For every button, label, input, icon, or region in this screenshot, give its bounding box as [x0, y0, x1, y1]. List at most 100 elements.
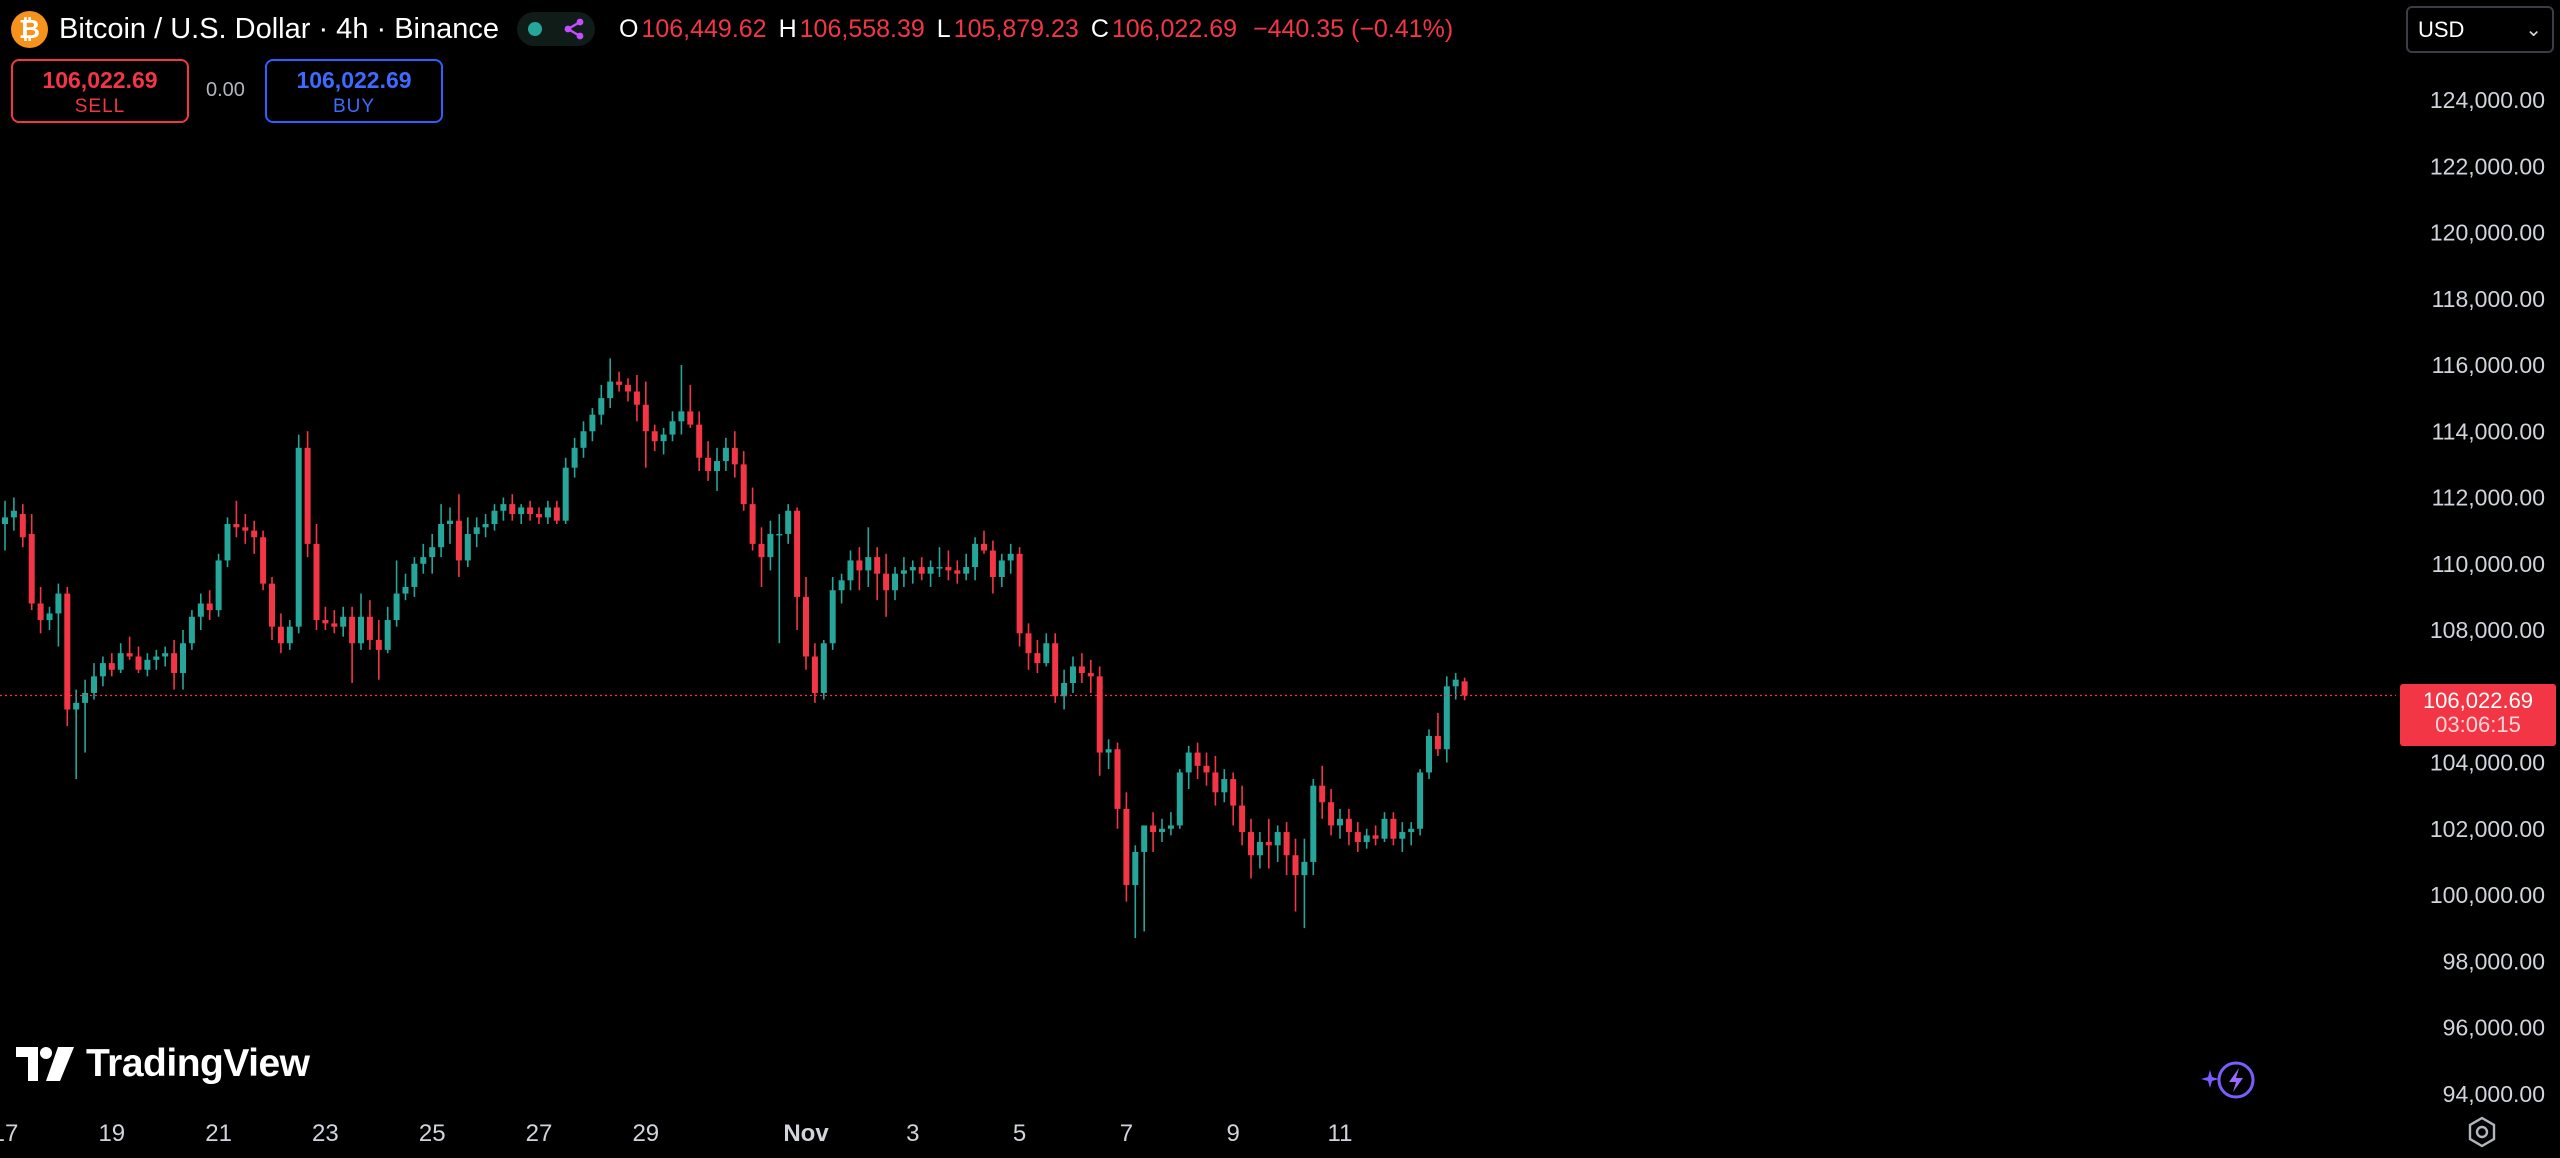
candle: [260, 530, 267, 591]
candle-body-up: [117, 653, 124, 670]
candle: [1061, 669, 1068, 710]
candle-body-down: [749, 504, 756, 544]
candle-body-up: [767, 533, 774, 558]
candle: [1078, 653, 1085, 683]
candle-body-up: [1185, 752, 1192, 773]
candle-body-up: [411, 563, 418, 587]
open-key: O: [619, 14, 639, 43]
candle: [633, 374, 640, 422]
time-axis-label: 27: [526, 1120, 553, 1147]
last-price-value: 106,022.69: [2422, 688, 2534, 713]
candle: [740, 451, 747, 511]
candle-body-down: [1016, 553, 1023, 634]
candle: [829, 577, 836, 650]
candle-body-down: [740, 464, 747, 505]
tradingview-logo[interactable]: TradingView: [16, 1042, 310, 1086]
lightning-assistant-icon[interactable]: [2201, 1060, 2257, 1100]
candle: [233, 500, 240, 538]
candle: [108, 653, 115, 677]
price-axis-label: 104,000.00: [2430, 750, 2545, 776]
settings-gear-icon[interactable]: [2466, 1116, 2498, 1148]
candle-body-up: [500, 504, 507, 511]
candle-body-up: [678, 411, 685, 422]
candle-body-up: [1274, 832, 1281, 846]
candle-body-up: [838, 580, 845, 591]
candle-body-down: [1078, 666, 1085, 674]
sell-price: 106,022.69: [42, 67, 158, 93]
currency-value: USD: [2418, 16, 2465, 42]
candle-body-down: [758, 543, 765, 558]
candle: [340, 606, 347, 637]
candle-body-up: [580, 431, 587, 448]
candle-body-down: [731, 447, 738, 465]
candle: [998, 553, 1005, 587]
candle-body-down: [1354, 832, 1361, 842]
candle: [989, 540, 996, 594]
candle-body-up: [1105, 749, 1112, 753]
candle-body-down: [260, 537, 267, 584]
candle: [1070, 656, 1076, 693]
candle: [64, 586, 71, 727]
candle-body-up: [438, 524, 445, 548]
time-axis-label: 7: [1120, 1120, 1133, 1147]
candle: [1461, 677, 1468, 701]
candle-body-down: [687, 411, 694, 425]
candle-body-up: [1381, 818, 1388, 839]
candle-body-up: [1141, 825, 1148, 852]
candle-body-down: [625, 384, 631, 392]
candle: [28, 514, 35, 611]
candle-body-up: [669, 421, 676, 435]
candle: [482, 514, 489, 538]
candle: [660, 427, 667, 455]
candle: [1408, 822, 1415, 846]
open-value: 106,449.62: [641, 14, 767, 43]
symbol-legend[interactable]: ₿ Bitcoin / U.S. Dollar · 4h · Binance O…: [11, 10, 1453, 48]
candle: [1025, 623, 1032, 670]
candle: [455, 494, 462, 577]
market-status-pill[interactable]: [517, 12, 596, 46]
candle: [838, 573, 845, 604]
candle-body-up: [1443, 686, 1450, 750]
candle-body-up: [99, 663, 106, 677]
share-icon[interactable]: [563, 17, 585, 41]
candle-body-down: [1328, 802, 1335, 826]
buy-button[interactable]: 106,022.69 BUY: [265, 59, 443, 123]
candle: [518, 504, 525, 524]
high-value: 106,558.39: [799, 14, 925, 43]
symbol-title[interactable]: Bitcoin / U.S. Dollar · 4h · Binance: [59, 12, 500, 45]
candle: [162, 646, 169, 667]
candle-body-down: [313, 543, 320, 621]
candle-body-up: [55, 593, 62, 614]
candle: [1167, 812, 1174, 836]
candle-body-down: [616, 381, 623, 385]
candle-body-up: [358, 616, 364, 644]
candle-body-up: [340, 616, 347, 627]
candle-body-up: [562, 467, 569, 521]
sell-button[interactable]: 106,022.69 SELL: [11, 59, 189, 123]
candle: [99, 656, 106, 687]
candle: [1159, 818, 1165, 842]
candle: [536, 507, 542, 524]
candle: [197, 593, 204, 630]
candle-body-up: [429, 547, 436, 558]
candle: [856, 547, 863, 591]
candle-body-up: [215, 560, 222, 611]
candle-body-down: [803, 596, 809, 657]
candle: [1399, 822, 1406, 852]
currency-select[interactable]: USD ⌄: [2406, 6, 2554, 53]
price-axis-label: 96,000.00: [2443, 1015, 2545, 1041]
candle-body-up: [892, 573, 898, 591]
candle-body-up: [972, 543, 979, 568]
candle-body-up: [909, 567, 916, 571]
candle: [1212, 755, 1219, 806]
candle: [171, 639, 178, 690]
candle: [73, 689, 80, 780]
price-axis-label: 122,000.00: [2430, 153, 2545, 179]
candle: [447, 507, 453, 544]
candle: [55, 583, 62, 647]
candle: [1132, 845, 1139, 939]
low-value: 105,879.23: [953, 14, 1079, 43]
time-axis-label: 25: [419, 1120, 446, 1147]
candle-body-up: [927, 567, 934, 574]
